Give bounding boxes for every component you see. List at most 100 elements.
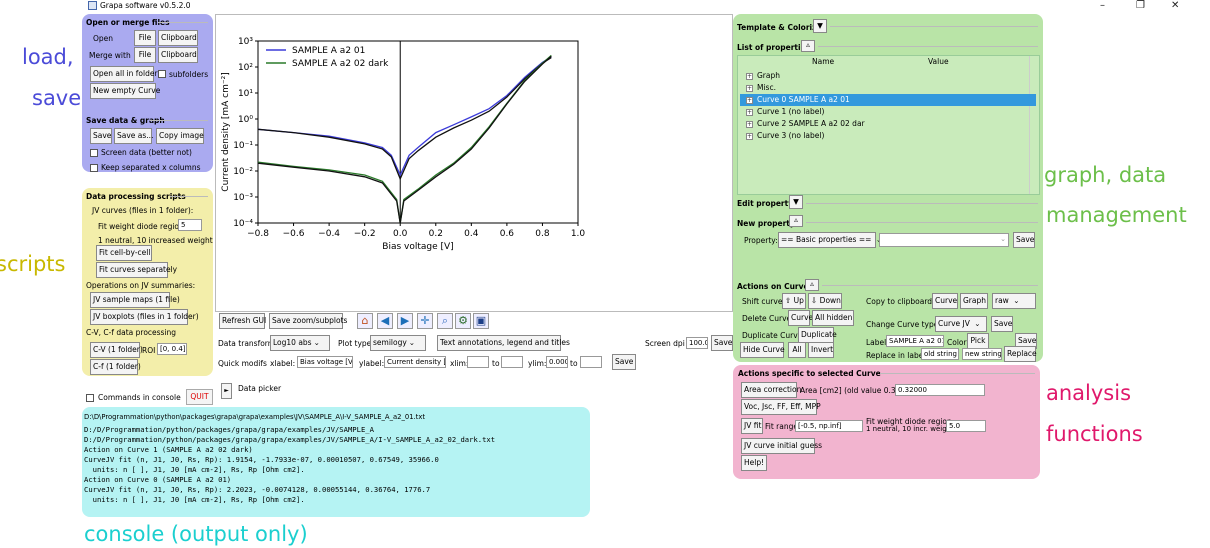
list-properties-toggle[interactable]: ▵	[801, 40, 815, 52]
quit-button[interactable]: QUIT	[186, 389, 213, 405]
ylim-min-input[interactable]: 0.0001	[546, 356, 568, 368]
expand-icon[interactable]: +	[746, 84, 753, 92]
save-figure-icon[interactable]: ▣	[473, 313, 489, 329]
curve-type-save-button[interactable]: Save	[991, 316, 1013, 332]
label-input[interactable]: SAMPLE A a2 01	[886, 335, 944, 347]
refresh-gui-button[interactable]: Refresh GUI	[219, 313, 266, 329]
open-all-in-folder-button[interactable]: Open all in folder	[90, 66, 158, 82]
voc-jsc-ff-eff-mpp-button[interactable]: Voc, Jsc, FF, Eff, MPP	[741, 399, 821, 415]
maximize-button[interactable]: ❐	[1136, 0, 1145, 11]
cv-folder-button[interactable]: C-V (1 folder)	[90, 342, 143, 358]
tree-scrollbar[interactable]	[1029, 56, 1039, 194]
roi-input[interactable]: [0, 0.4]	[157, 343, 187, 355]
delete-all-hidden-button[interactable]: All hidden	[812, 310, 854, 326]
property-select[interactable]: == Basic properties == ⌄	[778, 232, 882, 248]
area-correction-button[interactable]: Area correction	[741, 382, 801, 398]
expand-icon[interactable]: +	[746, 120, 753, 128]
configure-subplots-icon[interactable]: ⚙	[455, 313, 471, 329]
annotation-management: management	[1046, 203, 1187, 227]
cf-folder-button[interactable]: C-f (1 folder)	[90, 359, 141, 375]
plot-type-select[interactable]: semilogy ⌄	[370, 335, 426, 351]
save-zoom-subplots-button[interactable]: Save zoom/subplots	[269, 313, 347, 329]
color-pick-button[interactable]: Pick	[967, 333, 989, 349]
jv-boxplots-button[interactable]: JV boxplots (files in 1 folder)	[90, 309, 199, 325]
save-button[interactable]: Save	[90, 128, 112, 144]
forward-arrow-icon[interactable]: ▶	[397, 313, 413, 329]
close-button[interactable]: ✕	[1171, 0, 1180, 11]
xlim-min-input[interactable]	[467, 356, 489, 368]
xlim-max-input[interactable]	[501, 356, 523, 368]
old-string-input[interactable]: old string	[921, 348, 959, 360]
help-button[interactable]: Help!	[741, 455, 767, 471]
shift-down-button[interactable]: ⇩ Down	[808, 293, 842, 309]
property-save-button[interactable]: Save	[1013, 232, 1035, 248]
fit-range-input[interactable]: [-0.5, np.inf]	[795, 420, 863, 432]
jv-fit-button[interactable]: JV fit	[741, 418, 763, 434]
curve-type-select[interactable]: Curve JV ⌄	[935, 316, 987, 332]
expand-icon[interactable]: +	[746, 96, 753, 104]
ylim-max-input[interactable]	[580, 356, 602, 368]
tree-item[interactable]: + Graph	[740, 70, 1036, 82]
ylabel-input[interactable]: Current density [r	[384, 356, 446, 368]
data-transform-select[interactable]: Log10 abs ⌄	[270, 335, 330, 351]
iv-chart[interactable]: −0.8 −0.6 −0.4 −0.2 0.0 0.2 0.4 0.6 0.8 1.0 10³ 10²…	[216, 15, 732, 311]
expand-icon[interactable]: +	[746, 132, 753, 140]
property-value-combo[interactable]: ⌄	[879, 233, 1009, 247]
shift-up-button[interactable]: ⇧ Up	[782, 293, 806, 309]
fit-cell-by-cell-button[interactable]: Fit cell-by-cell	[96, 245, 152, 261]
new-property-toggle[interactable]: ▵	[789, 215, 803, 227]
edit-property-toggle[interactable]: ▼	[789, 195, 803, 209]
merge-clipboard-button[interactable]: Clipboard	[158, 47, 198, 63]
tree-item[interactable]: + Curve 2 SAMPLE A a2 02 dar	[740, 118, 1036, 130]
label-save-button[interactable]: Save	[1015, 333, 1037, 349]
open-clipboard-button[interactable]: Clipboard	[158, 30, 198, 46]
zoom-icon[interactable]: ⌕	[437, 313, 453, 329]
minimize-button[interactable]: –	[1100, 0, 1105, 11]
template-colorize-toggle[interactable]: ▼	[813, 19, 827, 33]
property-tree[interactable]: Name Value + Graph + Misc. + Curve 0 SAMPLE A…	[737, 55, 1040, 195]
tree-item[interactable]: + Curve 1 (no label)	[740, 106, 1036, 118]
subfolders-checkbox[interactable]	[158, 70, 166, 78]
hide-all-button[interactable]: All	[788, 342, 806, 358]
copy-graph-button[interactable]: Graph	[960, 293, 988, 309]
jv-sample-maps-button[interactable]: JV sample maps (1 file)	[90, 292, 180, 308]
copy-format-select[interactable]: raw ⌄	[992, 293, 1036, 309]
delete-curve-button[interactable]: Curve	[788, 310, 813, 326]
actions-curves-toggle[interactable]: ▵	[805, 279, 819, 291]
duplicate-button[interactable]: Duplicate	[798, 327, 837, 343]
expand-icon[interactable]: +	[746, 72, 753, 80]
tree-item[interactable]: + Curve 0 SAMPLE A a2 01	[740, 94, 1036, 106]
data-picker-toggle[interactable]: ►	[221, 383, 232, 399]
expand-icon[interactable]: +	[746, 108, 753, 116]
area-input[interactable]: 0.32000	[895, 384, 985, 396]
keep-separated-checkbox[interactable]	[90, 164, 98, 172]
jv-initial-guess-button[interactable]: JV curve initial guess	[741, 438, 822, 454]
new-string-input[interactable]: new string	[962, 348, 1002, 360]
tree-item[interactable]: + Curve 3 (no label)	[740, 130, 1036, 142]
replace-button[interactable]: Replace	[1004, 346, 1037, 362]
tree-item[interactable]: + Misc.	[740, 82, 1036, 94]
home-icon[interactable]: ⌂	[357, 313, 373, 329]
new-empty-curve-button[interactable]: New empty Curve	[90, 83, 160, 99]
fit-curves-separately-button[interactable]: Fit curves separately	[96, 262, 177, 278]
hide-curve-button[interactable]: Hide Curve	[740, 342, 785, 358]
x-tick-label: 0.4	[464, 229, 479, 239]
merge-file-button[interactable]: File	[134, 47, 156, 63]
screen-dpi-save-button[interactable]: Save	[711, 335, 733, 351]
xlabel-input[interactable]: Bias voltage [V]	[297, 356, 353, 368]
pan-icon[interactable]: ✛	[417, 313, 433, 329]
screen-dpi-input[interactable]: 100.0	[686, 337, 708, 349]
invert-button[interactable]: Invert	[808, 342, 834, 358]
tree-header-name: Name	[812, 57, 835, 66]
fit-weight-input[interactable]: 5	[178, 219, 202, 231]
commands-in-console-checkbox[interactable]	[86, 394, 94, 402]
back-arrow-icon[interactable]: ◀	[377, 313, 393, 329]
text-annotations-button[interactable]: Text annotations, legend and titles	[437, 335, 570, 351]
copy-curve-button[interactable]: Curve	[932, 293, 958, 309]
save-as-button[interactable]: Save as...	[114, 128, 153, 144]
open-file-button[interactable]: File	[134, 30, 156, 46]
fit-weight-diode-input[interactable]: 5.0	[946, 420, 986, 432]
screen-data-checkbox[interactable]	[90, 149, 98, 157]
copy-image-button[interactable]: Copy image	[156, 128, 204, 144]
quick-modifs-save-button[interactable]: Save	[612, 354, 636, 370]
